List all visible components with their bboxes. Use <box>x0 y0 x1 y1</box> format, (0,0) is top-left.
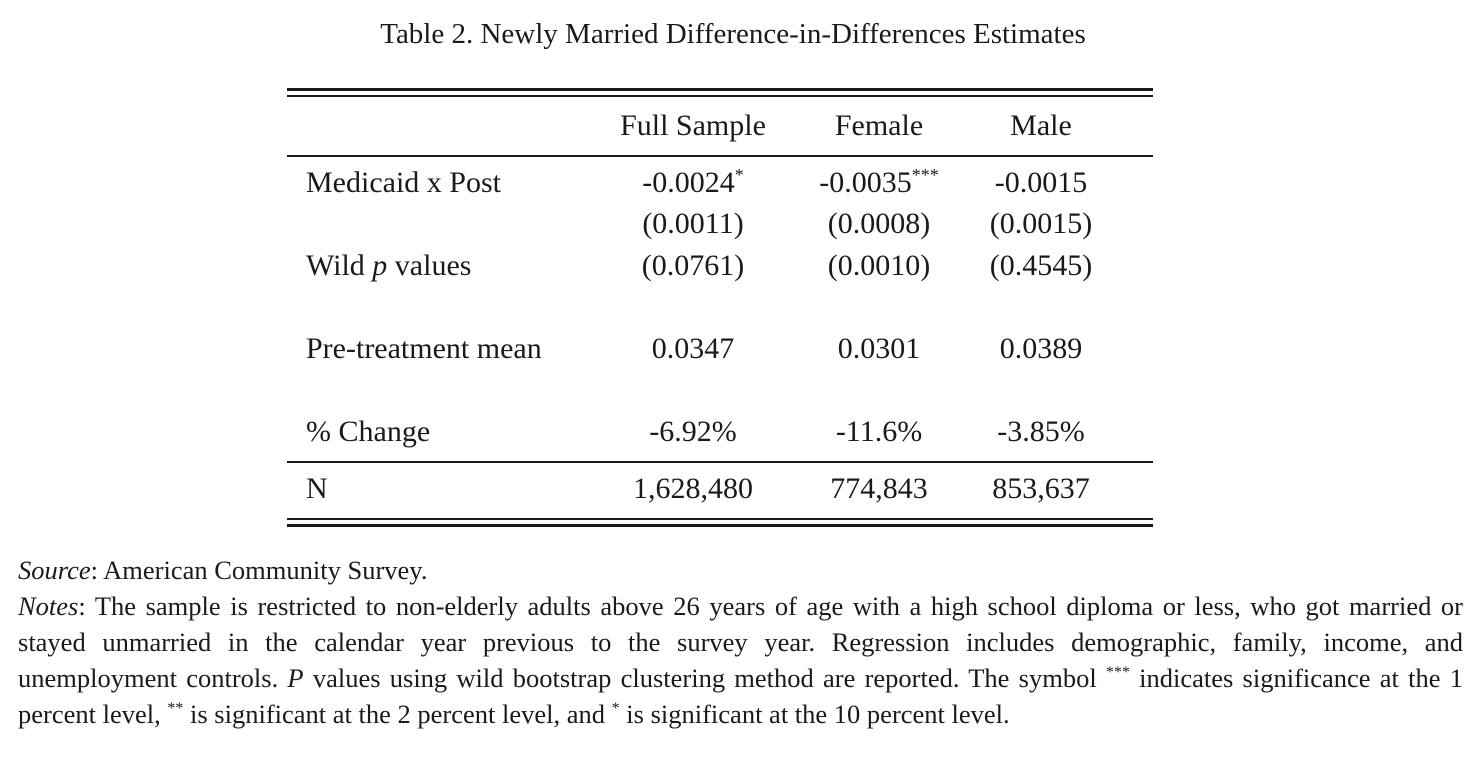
coef-full-sample: -0.0024* <box>642 165 744 199</box>
wild-p-male: (0.4545) <box>989 249 1093 282</box>
n-male: 853,637 <box>992 472 1090 505</box>
column-header-full-sample: Full Sample <box>620 109 766 142</box>
significance-stars: *** <box>911 165 939 185</box>
significance-stars: * <box>734 165 744 185</box>
n-female: 774,843 <box>830 472 928 505</box>
se-female: (0.0008) <box>827 207 931 240</box>
row-label-n: N <box>306 472 328 505</box>
source-label: Source <box>18 555 91 585</box>
pct-change-female: -11.6% <box>835 415 923 448</box>
table-notes: Source: American Community Survey. Notes… <box>18 552 1463 732</box>
mean-full-sample: 0.0347 <box>651 332 735 365</box>
column-header-male: Male <box>1010 109 1072 142</box>
notes-paragraph: Notes: The sample is restricted to non-e… <box>18 591 1463 729</box>
pct-change-full-sample: -6.92% <box>649 415 737 448</box>
n-full-sample: 1,628,480 <box>633 472 753 505</box>
coef-male: -0.0015 <box>994 166 1088 199</box>
row-label-medicaid-post: Medicaid x Post <box>306 166 501 199</box>
bottom-rule-thin <box>287 518 1153 520</box>
row-label-wild-p: Wild p values <box>306 249 472 282</box>
mean-female: 0.0301 <box>837 332 921 365</box>
header-rule <box>287 155 1153 157</box>
column-header-female: Female <box>834 109 924 142</box>
coef-female: -0.0035*** <box>819 165 939 199</box>
mean-male: 0.0389 <box>999 332 1083 365</box>
row-label-pct-change: % Change <box>306 415 431 448</box>
n-rule <box>287 461 1153 463</box>
top-rule-thin <box>287 95 1153 97</box>
row-label-pre-treatment-mean: Pre-treatment mean <box>306 332 542 365</box>
se-full-sample: (0.0011) <box>642 207 744 240</box>
bottom-rule-thick <box>287 524 1153 527</box>
se-male: (0.0015) <box>989 207 1093 240</box>
source-text: : American Community Survey. <box>90 555 428 585</box>
top-rule-thick <box>287 88 1153 91</box>
source-note: Source: American Community Survey. <box>18 552 1463 588</box>
wild-p-female: (0.0010) <box>827 249 931 282</box>
notes-label: Notes <box>18 591 79 621</box>
wild-p-full-sample: (0.0761) <box>641 249 745 282</box>
table-title: Table 2. Newly Married Difference-in-Dif… <box>380 18 1086 50</box>
pct-change-male: -3.85% <box>997 415 1085 448</box>
